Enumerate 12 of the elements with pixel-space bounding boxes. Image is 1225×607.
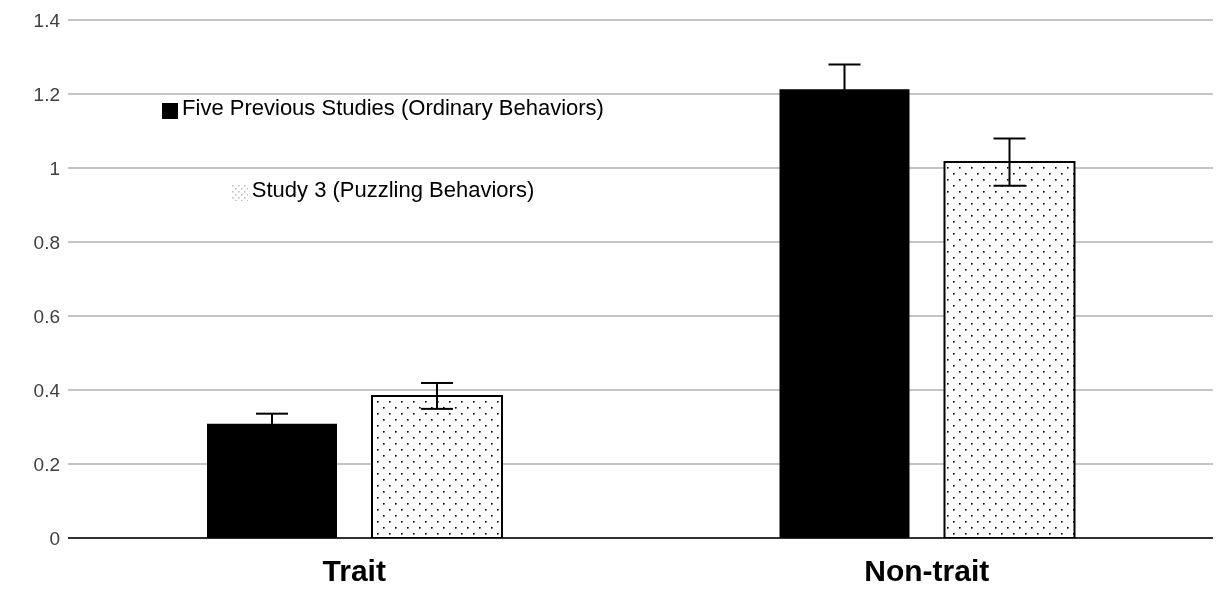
- x-tick-label: Non-trait: [864, 554, 990, 588]
- legend-label: Study 3 (Puzzling Behaviors): [251, 177, 535, 202]
- y-tick-label: 0.4: [33, 379, 61, 401]
- legend-label: Five Previous Studies (Ordinary Behaviors): [182, 95, 604, 120]
- x-tick-label: Trait: [322, 554, 386, 588]
- y-tick-label: 1.4: [33, 9, 61, 31]
- y-tick-label: 1.2: [33, 83, 60, 105]
- y-tick-label: 0.8: [33, 231, 60, 253]
- y-tick-label: 0.2: [33, 453, 60, 475]
- y-tick-label: 0: [49, 527, 60, 549]
- y-tick-label: 0.6: [33, 305, 60, 327]
- y-tick-label: 1: [49, 157, 60, 179]
